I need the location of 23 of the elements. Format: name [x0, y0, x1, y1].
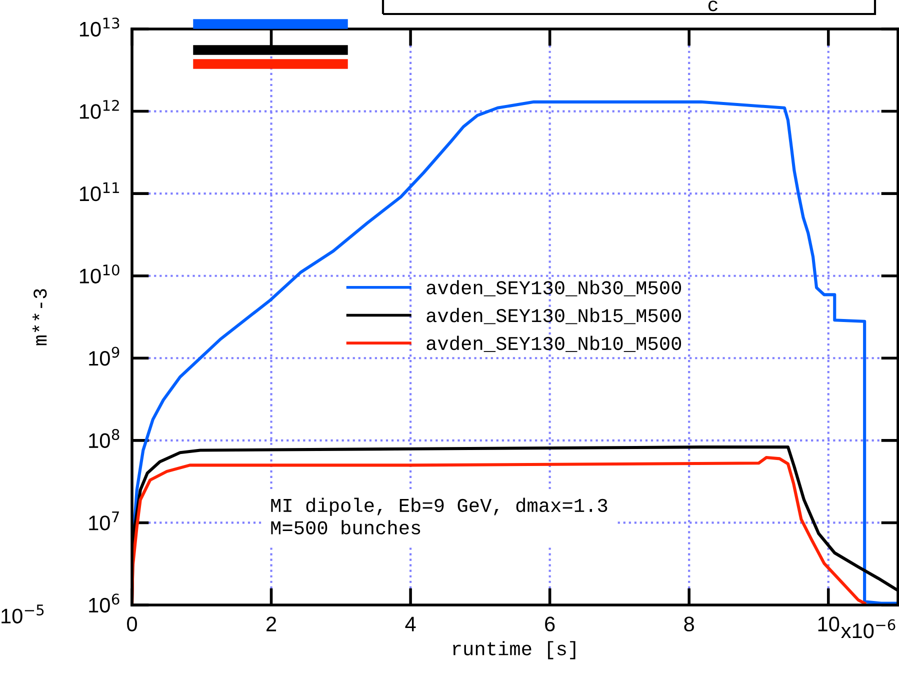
legend-label: avden_SEY130_Nb30_M500	[426, 280, 682, 296]
y-tick-label: 10$^{12}$	[80, 100, 119, 119]
y-tick-label: 10$^{8}$	[89, 429, 120, 448]
y-tick-label: 10$^{7}$	[89, 512, 119, 530]
y-tick-label: 10$^{6}$	[89, 594, 120, 613]
legend-label: avden_SEY130_Nb10_M500	[426, 336, 682, 352]
text: c	[708, 0, 718, 12]
y-tick-label: 10$^{9}$	[89, 346, 120, 366]
x-tick-label: 6	[545, 616, 555, 632]
x-tick-label: 2	[266, 616, 276, 632]
x-tick-label: 0	[127, 616, 137, 632]
text: x10$^{−6}$	[841, 619, 896, 638]
x-tick-label: 8	[684, 616, 694, 632]
y-axis-title: m**-3	[32, 289, 47, 346]
y-tick-label: 10$^{13}$	[80, 18, 120, 37]
x-tick-label: 10	[818, 616, 840, 632]
x-tick-label: 4	[405, 616, 416, 632]
text: 10$^{−5}$	[2, 604, 44, 624]
annotation: MI dipole, Eb=9 GeV, dmax=1.3 M=500 bunches	[271, 498, 608, 534]
legend-label: avden_SEY130_Nb15_M500	[426, 308, 682, 324]
y-tick-label: 10$^{10}$	[80, 264, 120, 284]
x-axis-title: runtime [s]	[453, 641, 576, 660]
y-tick-label: 10$^{11}$	[80, 182, 119, 202]
